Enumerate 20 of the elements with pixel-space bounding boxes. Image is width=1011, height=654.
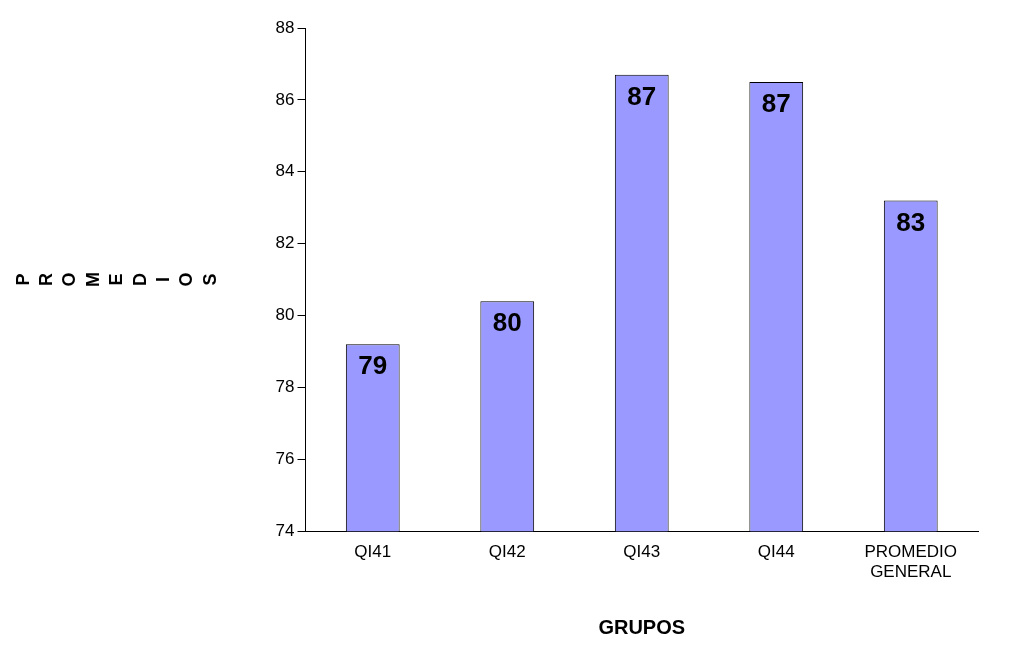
data-label: 79 xyxy=(358,350,388,381)
data-label: 83 xyxy=(896,206,926,237)
data-label: 87 xyxy=(761,88,791,119)
x-tick-label: PROMEDIO GENERAL xyxy=(864,542,958,582)
x-axis-title: GRUPOS xyxy=(598,615,686,638)
y-tick-label: 76 xyxy=(275,449,295,468)
x-tick-label: QI43 xyxy=(623,542,661,562)
y-tick-label: 82 xyxy=(275,233,295,253)
x-tick-label: QI42 xyxy=(488,542,526,562)
y-tick-label: 88 xyxy=(275,17,295,37)
data-label: 80 xyxy=(492,307,522,338)
x-tick-label: QI44 xyxy=(757,542,795,562)
y-tick-label: 86 xyxy=(275,89,295,109)
text: PROMEDIOS xyxy=(12,272,220,288)
y-tick-label: 84 xyxy=(275,161,295,181)
x-tick-label: QI41 xyxy=(354,542,392,562)
data-label: 87 xyxy=(627,80,657,111)
y-tick-label: 80 xyxy=(275,305,295,325)
y-tick-label: 78 xyxy=(275,377,295,397)
y-tick-label: 74 xyxy=(275,520,295,540)
